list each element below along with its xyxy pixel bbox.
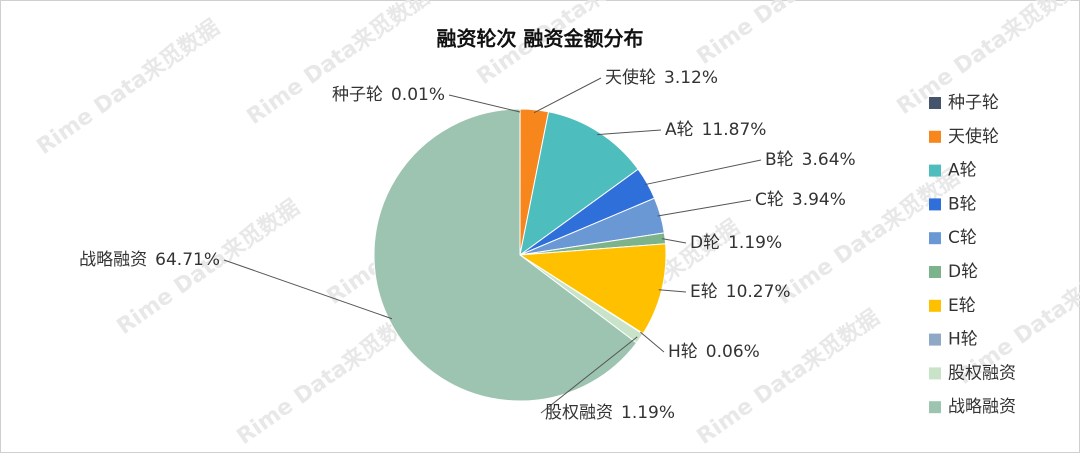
legend-label: 天使轮: [948, 126, 999, 147]
legend-swatch: [929, 334, 941, 346]
legend-label: H轮: [948, 330, 978, 350]
legend-label: 战略融资: [948, 397, 1016, 417]
legend-label: B轮: [948, 194, 977, 214]
data-label-value: 11.87%: [702, 120, 767, 140]
pie: [374, 109, 666, 401]
data-label-category: 战略融资: [79, 250, 147, 270]
legend-swatch: [929, 266, 941, 278]
data-label: H轮 0.06%: [668, 342, 760, 362]
data-label-value: 3.94%: [792, 190, 846, 210]
chart-title: 融资轮次 融资金额分布: [437, 27, 644, 51]
data-label: C轮 3.94%: [755, 190, 846, 210]
legend-label: E轮: [948, 296, 976, 316]
legend-swatch: [929, 232, 941, 244]
data-label-category: 股权融资: [545, 403, 613, 423]
legend-swatch: [929, 401, 941, 413]
legend-swatch: [929, 300, 941, 312]
data-label-category: E轮: [690, 282, 718, 302]
data-label-value: 1.19%: [728, 233, 782, 253]
legend-swatch: [929, 165, 941, 177]
data-label-value: 3.64%: [802, 150, 856, 170]
legend-label: A轮: [948, 161, 977, 181]
legend-swatch: [929, 131, 941, 143]
data-label-value: 0.06%: [706, 342, 760, 362]
legend-label: 种子轮: [948, 93, 999, 113]
data-label-category: D轮: [690, 233, 720, 253]
data-label-category: C轮: [755, 190, 784, 210]
legend-swatch: [929, 97, 941, 109]
data-label-category: 种子轮: [332, 85, 383, 105]
data-label-value: 3.12%: [664, 68, 718, 88]
data-label: E轮 10.27%: [690, 282, 791, 302]
data-label-value: 64.71%: [155, 250, 220, 270]
legend-swatch: [929, 198, 941, 210]
data-label: A轮 11.87%: [665, 120, 766, 140]
data-label-value: 10.27%: [726, 282, 791, 302]
data-label-category: A轮: [665, 120, 694, 140]
legend-label: D轮: [948, 262, 978, 282]
data-label-value: 0.01%: [391, 85, 445, 105]
data-label: 股权融资 1.19%: [545, 403, 675, 423]
data-label-category: H轮: [668, 342, 698, 362]
data-label: D轮 1.19%: [690, 233, 782, 253]
data-label-category: B轮: [765, 150, 794, 170]
legend-swatch: [929, 367, 941, 379]
data-label-value: 1.19%: [621, 403, 675, 423]
data-label-category: 天使轮: [605, 67, 656, 88]
legend-label: 股权融资: [948, 363, 1016, 383]
data-label: B轮 3.64%: [765, 150, 856, 170]
legend-label: C轮: [948, 228, 977, 248]
